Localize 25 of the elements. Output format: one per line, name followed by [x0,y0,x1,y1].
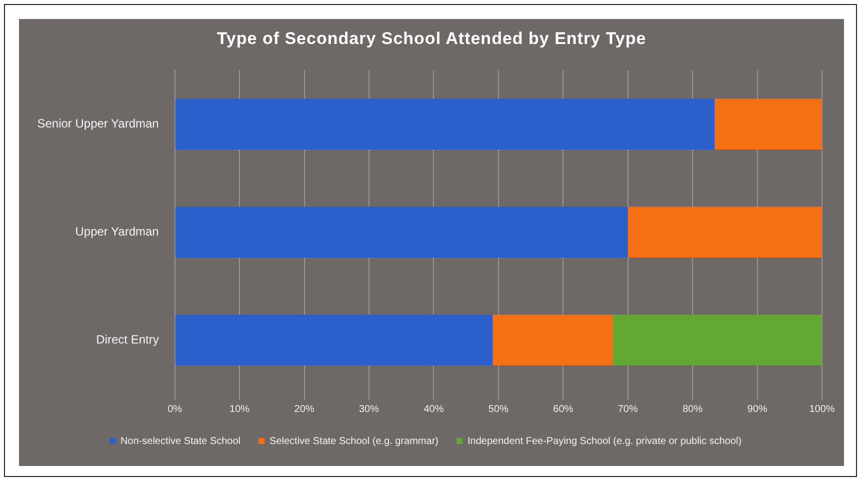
x-tick-label: 10% [230,404,250,415]
x-tick-label: 60% [553,404,574,415]
x-tick-label: 100% [809,404,835,415]
bar [175,98,715,150]
y-tick-label: Upper Yardman [75,224,159,238]
x-tick-label: 70% [618,404,638,415]
bar [714,98,822,150]
x-tick-label: 0% [168,404,182,415]
bar [175,314,493,366]
y-tick-label: Direct Entry [96,332,159,346]
chart-title: Type of Secondary School Attended by Entry Type [216,29,648,49]
y-tick-label: Senior Upper Yardman [37,116,159,130]
x-tick-label: 20% [294,404,314,415]
bar [492,314,613,366]
x-tick-label: 40% [424,404,444,415]
bar [612,314,822,366]
bar [175,206,628,258]
x-tick-label: 90% [747,404,768,415]
x-tick-label: 80% [682,404,703,415]
bar [628,206,822,258]
legend-label: Independent Fee-Paying School (e.g. private or public school) [467,436,742,447]
x-tick-label: 30% [358,404,380,415]
x-tick-label: 50% [488,404,509,415]
legend-label: Non-selective State School [120,436,241,447]
legend-label: Selective State School (e.g. grammar) [270,436,438,447]
